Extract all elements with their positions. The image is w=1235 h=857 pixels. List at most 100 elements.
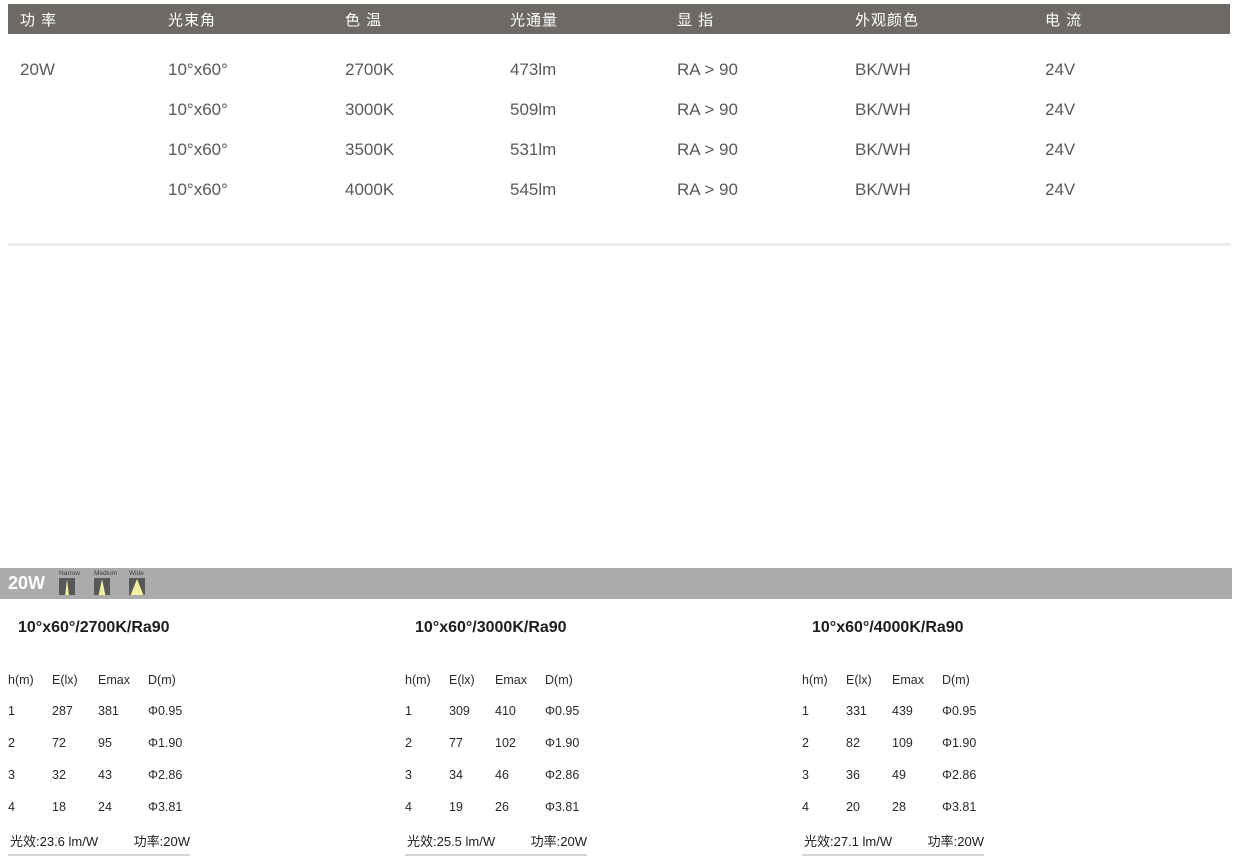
cell-e: 82 — [846, 736, 860, 750]
spec-cell-cct: 2700K — [345, 60, 395, 79]
table-row: 10°x60° 3000K 509lm RA > 90 BK/WH 24V — [8, 90, 1230, 130]
table-row: 4 20 28 Φ3.81 — [794, 791, 1044, 823]
photometric-footer: 光效:23.6 lm/W 功率:20W — [8, 829, 190, 856]
beam-icons-group: Narrow Medium Wide — [59, 569, 164, 595]
col-header-d: D(m) — [148, 673, 176, 687]
cell-d: Φ1.90 — [148, 736, 183, 750]
section-bar-20w: 20W Narrow Medium Wide — [0, 568, 1232, 599]
spec-cell-current: 24V — [1045, 60, 1076, 79]
power-value: 功率:20W — [530, 834, 587, 849]
section-power-label: 20W — [8, 573, 46, 593]
cell-e: 72 — [52, 736, 66, 750]
cell-emax: 49 — [892, 768, 906, 782]
cell-h: 2 — [802, 736, 809, 750]
col-header-h: h(m) — [405, 673, 431, 687]
spec-cell-luminous-flux: 509lm — [510, 100, 557, 119]
cell-emax: 46 — [495, 768, 509, 782]
cell-e: 34 — [449, 768, 463, 782]
table-row: 1 309 410 Φ0.95 — [397, 695, 647, 727]
spec-cell-beam-angle: 10°x60° — [168, 180, 228, 199]
spec-cell-cri: RA > 90 — [677, 100, 738, 119]
cell-d: Φ3.81 — [148, 800, 183, 814]
cell-h: 3 — [405, 768, 412, 782]
table-row: 10°x60° 3500K 531lm RA > 90 BK/WH 24V — [8, 130, 1230, 170]
efficacy-value: 光效:27.1 lm/W — [804, 834, 893, 849]
spec-cell-current: 24V — [1045, 180, 1076, 199]
spec-table-body: 20W 10°x60° 2700K 473lm RA > 90 BK/WH 24… — [8, 50, 1230, 210]
spec-cell-cct: 3500K — [345, 140, 395, 159]
cell-emax: 102 — [495, 736, 516, 750]
beam-narrow-glyph — [59, 578, 76, 595]
spec-header-cri: 显 指 — [677, 11, 715, 29]
spec-cell-cct: 4000K — [345, 180, 395, 199]
spec-cell-luminous-flux: 545lm — [510, 180, 557, 199]
cell-h: 3 — [8, 768, 15, 782]
cell-h: 4 — [802, 800, 809, 814]
cell-h: 4 — [8, 800, 15, 814]
beam-wide-glyph — [129, 578, 146, 595]
cell-emax: 26 — [495, 800, 509, 814]
table-row: 3 34 46 Φ2.86 — [397, 759, 647, 791]
photometric-header-row: h(m) E(lx) Emax D(m) — [0, 665, 250, 695]
cell-e: 309 — [449, 704, 470, 718]
cell-d: Φ1.90 — [942, 736, 977, 750]
cell-d: Φ0.95 — [148, 704, 183, 718]
col-header-emax: Emax — [98, 673, 130, 687]
photometric-footer: 光效:27.1 lm/W 功率:20W — [802, 829, 984, 856]
cell-h: 3 — [802, 768, 809, 782]
efficacy-value: 光效:25.5 lm/W — [407, 834, 496, 849]
cell-emax: 95 — [98, 736, 112, 750]
page-title: 10°x60°/3000K/Ra90 — [415, 619, 567, 636]
beam-medium-icon: Medium — [94, 569, 129, 595]
spec-header-luminous-flux: 光通量 — [510, 11, 559, 29]
spec-header-beam-angle: 光束角 — [168, 11, 217, 29]
col-header-h: h(m) — [8, 673, 34, 687]
power-value: 功率:20W — [133, 834, 190, 849]
spec-cell-cri: RA > 90 — [677, 180, 738, 199]
spec-table-header: 功 率 光束角 色 温 光通量 显 指 外观颜色 电 流 — [8, 4, 1230, 34]
spec-cell-beam-angle: 10°x60° — [168, 60, 228, 79]
spec-cell-current: 24V — [1045, 140, 1076, 159]
table-row: 2 77 102 Φ1.90 — [397, 727, 647, 759]
cell-d: Φ3.81 — [942, 800, 977, 814]
cell-emax: 381 — [98, 704, 119, 718]
cell-d: Φ0.95 — [942, 704, 977, 718]
spec-cell-cct: 3000K — [345, 100, 395, 119]
beam-narrow-icon: Narrow — [59, 569, 94, 595]
cell-d: Φ0.95 — [545, 704, 580, 718]
table-row: 1 331 439 Φ0.95 — [794, 695, 1044, 727]
beam-medium-label: Medium — [94, 570, 118, 577]
cell-e: 20 — [846, 800, 860, 814]
table-row: 20W 10°x60° 2700K 473lm RA > 90 BK/WH 24… — [8, 50, 1230, 90]
cell-h: 1 — [8, 704, 15, 718]
col-header-d: D(m) — [545, 673, 573, 687]
spec-header-cct: 色 温 — [345, 11, 383, 29]
spec-header-finish-color: 外观颜色 — [855, 11, 920, 29]
cell-emax: 24 — [98, 800, 112, 814]
cell-e: 32 — [52, 768, 66, 782]
table-row: 2 72 95 Φ1.90 — [0, 727, 250, 759]
spec-cell-finish-color: BK/WH — [855, 100, 911, 119]
cell-e: 77 — [449, 736, 463, 750]
table-row: 1 287 381 Φ0.95 — [0, 695, 250, 727]
cell-d: Φ3.81 — [545, 800, 580, 814]
col-header-e: E(lx) — [449, 673, 475, 687]
col-header-h: h(m) — [802, 673, 828, 687]
spec-cell-finish-color: BK/WH — [855, 140, 911, 159]
photometric-header-row: h(m) E(lx) Emax D(m) — [794, 665, 1044, 695]
spec-cell-beam-angle: 10°x60° — [168, 100, 228, 119]
cell-e: 18 — [52, 800, 66, 814]
spec-cell-cri: RA > 90 — [677, 60, 738, 79]
table-row: 4 19 26 Φ3.81 — [397, 791, 647, 823]
col-header-emax: Emax — [495, 673, 527, 687]
photometric-header-row: h(m) E(lx) Emax D(m) — [397, 665, 647, 695]
spec-cell-luminous-flux: 531lm — [510, 140, 557, 159]
page-title: 10°x60°/4000K/Ra90 — [812, 619, 964, 636]
table-row: 2 82 109 Φ1.90 — [794, 727, 1044, 759]
cell-d: Φ2.86 — [148, 768, 183, 782]
beam-wide-label: Wide — [129, 570, 144, 577]
col-header-e: E(lx) — [52, 673, 78, 687]
spec-cell-finish-color: BK/WH — [855, 180, 911, 199]
spec-header-current: 电 流 — [1045, 11, 1083, 29]
page-title: 10°x60°/2700K/Ra90 — [18, 619, 170, 636]
